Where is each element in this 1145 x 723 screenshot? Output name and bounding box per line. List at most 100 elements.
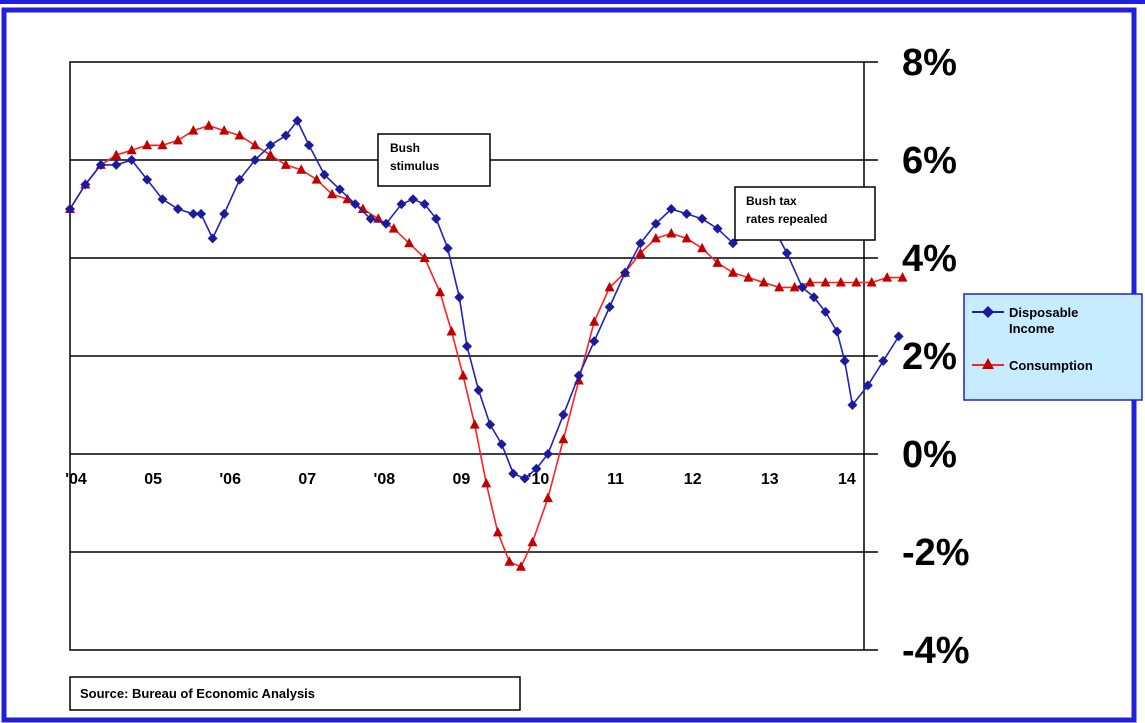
data-point	[111, 159, 122, 170]
data-point	[508, 468, 519, 479]
data-point	[893, 331, 904, 342]
data-point	[234, 130, 245, 140]
data-point	[435, 286, 446, 297]
x-tick-label: 11	[607, 471, 624, 488]
data-point	[789, 281, 800, 292]
data-point	[454, 292, 465, 303]
annotation-bush-tax-rates: Bush tax rates repealed	[734, 186, 876, 241]
x-tick-label: 05	[144, 471, 162, 488]
data-point	[589, 316, 600, 326]
data-point	[473, 385, 484, 396]
data-point	[126, 144, 137, 155]
annotation-line: rates repealed	[746, 212, 827, 226]
data-point	[527, 536, 538, 547]
data-point	[334, 184, 345, 195]
data-point	[303, 140, 314, 151]
data-point	[172, 204, 183, 214]
annotation-line: Bush tax	[746, 194, 797, 208]
data-point	[188, 125, 199, 135]
data-point	[712, 223, 723, 234]
data-point	[681, 232, 692, 243]
x-tick-label: 07	[298, 471, 316, 488]
annotation-box	[377, 133, 491, 187]
data-point	[650, 232, 661, 243]
data-point	[808, 292, 819, 303]
data-point	[866, 277, 877, 287]
data-point	[727, 238, 738, 249]
annotation-line: Bush	[390, 141, 420, 155]
x-tick-label: 13	[761, 471, 779, 488]
data-point	[519, 473, 530, 484]
data-point	[481, 477, 492, 488]
x-tick-label: '06	[219, 471, 241, 488]
data-point	[292, 115, 303, 126]
data-point	[342, 193, 353, 204]
data-point	[311, 174, 322, 184]
data-point	[542, 492, 553, 503]
y-tick-label: -4%	[902, 630, 970, 672]
data-point	[531, 463, 542, 474]
data-point	[681, 208, 692, 219]
data-point	[396, 199, 407, 210]
data-point	[296, 164, 307, 174]
data-point	[111, 149, 122, 160]
series-layer	[65, 115, 908, 571]
data-point	[196, 208, 207, 219]
data-point	[496, 439, 507, 450]
data-point	[250, 139, 261, 150]
data-point	[388, 223, 399, 233]
source-note: Source: Bureau of Economic Analysis	[69, 676, 521, 711]
data-point	[80, 179, 91, 190]
y-tick-label: -2%	[902, 532, 970, 574]
data-point	[319, 169, 330, 180]
legend-marker-diamond	[982, 306, 994, 318]
data-point	[485, 419, 496, 430]
x-tick-label: '10	[528, 471, 550, 488]
data-point	[797, 282, 808, 293]
annotation-bush-stimulus: Bush stimulus	[377, 133, 491, 187]
data-point	[188, 208, 199, 219]
legend: Disposable Income Consumption	[963, 293, 1143, 401]
data-point	[265, 149, 276, 160]
data-point	[839, 355, 850, 366]
data-point	[697, 213, 708, 224]
data-point	[95, 159, 106, 170]
data-point	[515, 561, 526, 571]
data-point	[65, 204, 75, 214]
data-point	[712, 257, 723, 267]
data-point	[142, 139, 153, 150]
data-point	[280, 159, 291, 169]
data-point	[758, 277, 769, 287]
y-tick-label: 8%	[902, 42, 957, 84]
data-point	[219, 208, 230, 219]
data-point	[558, 433, 569, 444]
y-tick-label: 0%	[902, 434, 957, 476]
data-point	[203, 120, 214, 130]
y-tick-label: 2%	[902, 336, 957, 378]
data-point	[350, 199, 361, 210]
data-point	[743, 272, 754, 282]
data-point	[404, 237, 415, 248]
data-point	[431, 213, 442, 224]
data-point	[250, 155, 261, 165]
data-point	[847, 400, 858, 410]
data-point	[851, 277, 862, 287]
data-point	[604, 302, 615, 312]
source-box	[69, 676, 521, 711]
legend-marker-triangle	[982, 358, 994, 369]
x-axis: '04 05 '06 07 '08 09 '10 11 12 13 14	[65, 471, 856, 488]
data-point	[542, 449, 553, 459]
data-point	[666, 228, 677, 238]
data-point	[157, 194, 168, 205]
data-point	[820, 306, 831, 317]
data-point	[635, 238, 646, 249]
data-point	[172, 134, 183, 145]
data-point	[419, 199, 430, 210]
data-point	[558, 409, 569, 420]
data-point	[327, 188, 338, 199]
x-tick-label: 14	[838, 471, 856, 488]
data-point	[419, 252, 430, 262]
data-point	[820, 277, 831, 287]
data-point	[620, 267, 631, 278]
data-point	[265, 140, 276, 151]
